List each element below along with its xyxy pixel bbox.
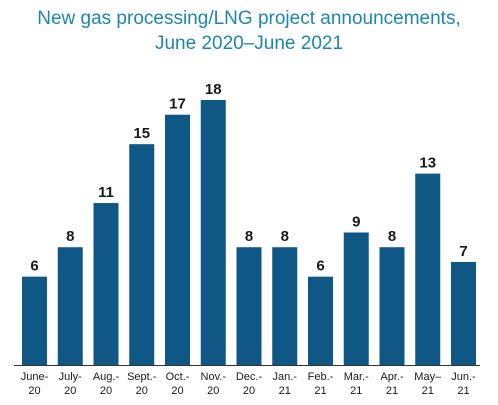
bar-6 [236,247,262,365]
value-label-10: 8 [388,228,396,245]
bar-1 [57,247,83,365]
bar-3 [129,144,155,365]
x-tick-label-11-line-2: 21 [422,385,434,397]
x-tick-label-6-line-2: 20 [243,385,255,397]
value-label-8: 6 [316,258,324,275]
value-label-1: 8 [66,228,74,245]
x-tick-label-12-line-1: Jun.- [451,371,476,383]
value-label-7: 8 [281,228,289,245]
bar-8 [308,276,333,365]
bar-5 [200,100,226,365]
x-tick-labels-group: June- 20 July- 20 Aug.- 20 Sept.- 20 Oct.- 20 Nov.… [21,371,476,397]
x-tick-label-5-line-1: Nov.- [201,371,227,383]
x-tick-label-8-line-1: Feb.- [308,371,334,383]
x-tick-label-2-line-1: Aug.- [93,371,120,383]
x-tick-label-9-line-1: Mar.- [344,371,369,383]
x-tick-label-10-line-2: 21 [386,385,398,397]
bar-2 [93,203,119,365]
x-tick-label-5-line-2: 20 [207,385,219,397]
bars-group [22,100,476,365]
value-labels-group: 6 8 11 15 17 18 8 8 6 9 8 13 7 [30,81,467,275]
value-label-5: 18 [205,81,222,98]
x-tick-label-8-line-2: 21 [314,385,326,397]
x-tick-label-1-line-2: 20 [64,385,76,397]
x-tick-label-2-line-2: 20 [100,385,112,397]
value-label-3: 15 [133,125,150,142]
bar-0 [22,276,47,365]
x-tick-label-7-line-1: Jan.- [273,371,298,383]
value-label-4: 17 [169,96,186,113]
value-label-9: 9 [352,214,360,231]
value-label-11: 13 [419,155,436,172]
x-tick-label-1-line-1: July- [59,371,83,383]
bar-7 [272,247,298,365]
bar-11 [415,173,441,365]
bar-4 [165,114,190,365]
value-label-2: 11 [98,184,114,201]
value-label-0: 6 [30,258,38,275]
bar-9 [343,232,369,365]
value-label-6: 8 [245,228,253,245]
bar-12 [451,261,476,365]
chart-title-line-2: June 2020–June 2021 [154,33,344,54]
x-tick-label-11-line-1: May– [414,371,442,383]
x-tick-label-4-line-1: Oct.- [166,371,190,383]
value-label-12: 7 [459,243,467,260]
x-tick-label-12-line-2: 21 [457,385,469,397]
x-tick-label-7-line-2: 21 [279,385,291,397]
x-tick-label-3-line-1: Sept.- [127,371,157,383]
x-tick-label-6-line-1: Dec.- [236,371,263,383]
x-tick-label-9-line-2: 21 [350,385,362,397]
x-tick-label-3-line-2: 20 [136,385,148,397]
chart-title: New gas processing/LNG project announcem… [0,6,498,56]
x-tick-label-0-line-1: June- [21,371,49,383]
x-tick-label-4-line-2: 20 [171,385,183,397]
x-tick-label-0-line-2: 20 [28,385,40,397]
x-tick-label-10-line-1: Apr.- [380,371,404,383]
bar-10 [379,247,405,365]
chart-title-line-1: New gas processing/LNG project announcem… [37,8,461,29]
